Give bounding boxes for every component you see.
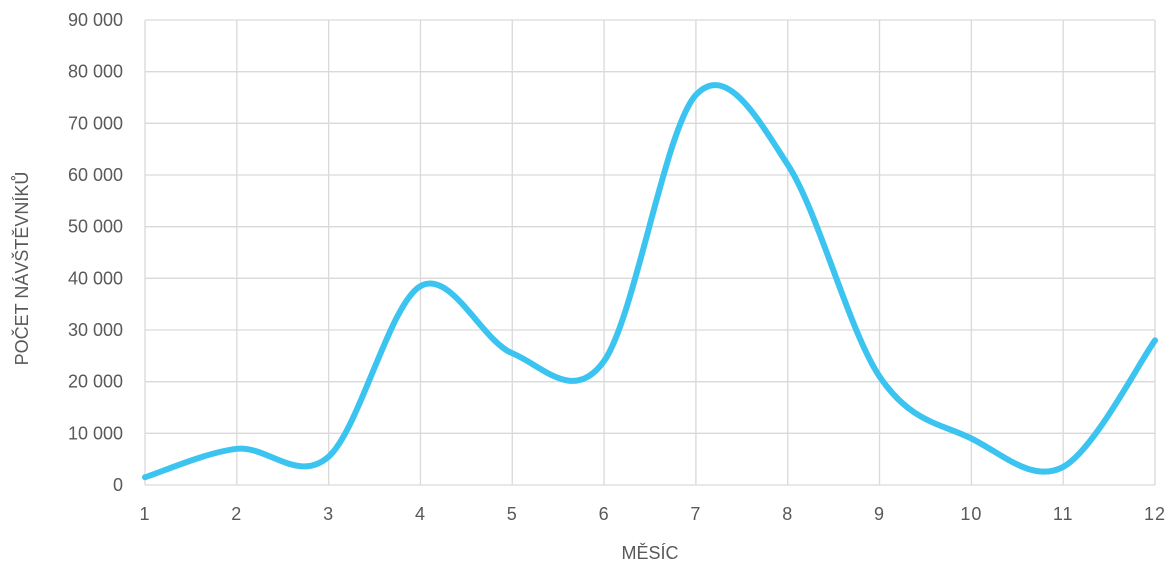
x-tick-label: 4 [415,504,426,524]
x-tick-label: 9 [874,504,885,524]
x-axis-ticks: 1 2 3 4 5 6 7 8 9 10 11 12 [139,504,1166,524]
x-tick-label: 8 [782,504,793,524]
x-tick-label: 10 [960,504,982,524]
x-axis-title: MĚSÍC [621,543,678,563]
x-tick-label: 3 [323,504,334,524]
y-tick-label: 90 000 [68,10,123,30]
y-tick-label: 80 000 [68,62,123,82]
x-tick-label: 7 [690,504,701,524]
y-axis-title: POČET NÁVŠTĚVNÍKŮ [11,172,32,366]
series-layer [142,82,1158,481]
x-tick-label: 5 [507,504,518,524]
y-tick-label: 70 000 [68,113,123,133]
y-tick-label: 40 000 [68,268,123,288]
series-line [142,82,1158,481]
y-tick-label: 0 [113,475,123,495]
y-tick-label: 60 000 [68,165,123,185]
x-tick-label: 2 [231,504,242,524]
x-tick-label: 12 [1144,504,1166,524]
x-tick-label: 1 [139,504,150,524]
x-tick-label: 6 [599,504,610,524]
y-tick-label: 20 000 [68,372,123,392]
y-axis-ticks: 0 10 000 20 000 30 000 40 000 50 000 60 000 70 … [68,10,123,495]
y-tick-label: 30 000 [68,320,123,340]
y-tick-label: 50 000 [68,217,123,237]
grid [144,19,1156,486]
y-tick-label: 10 000 [68,423,123,443]
x-tick-label: 11 [1053,504,1074,524]
